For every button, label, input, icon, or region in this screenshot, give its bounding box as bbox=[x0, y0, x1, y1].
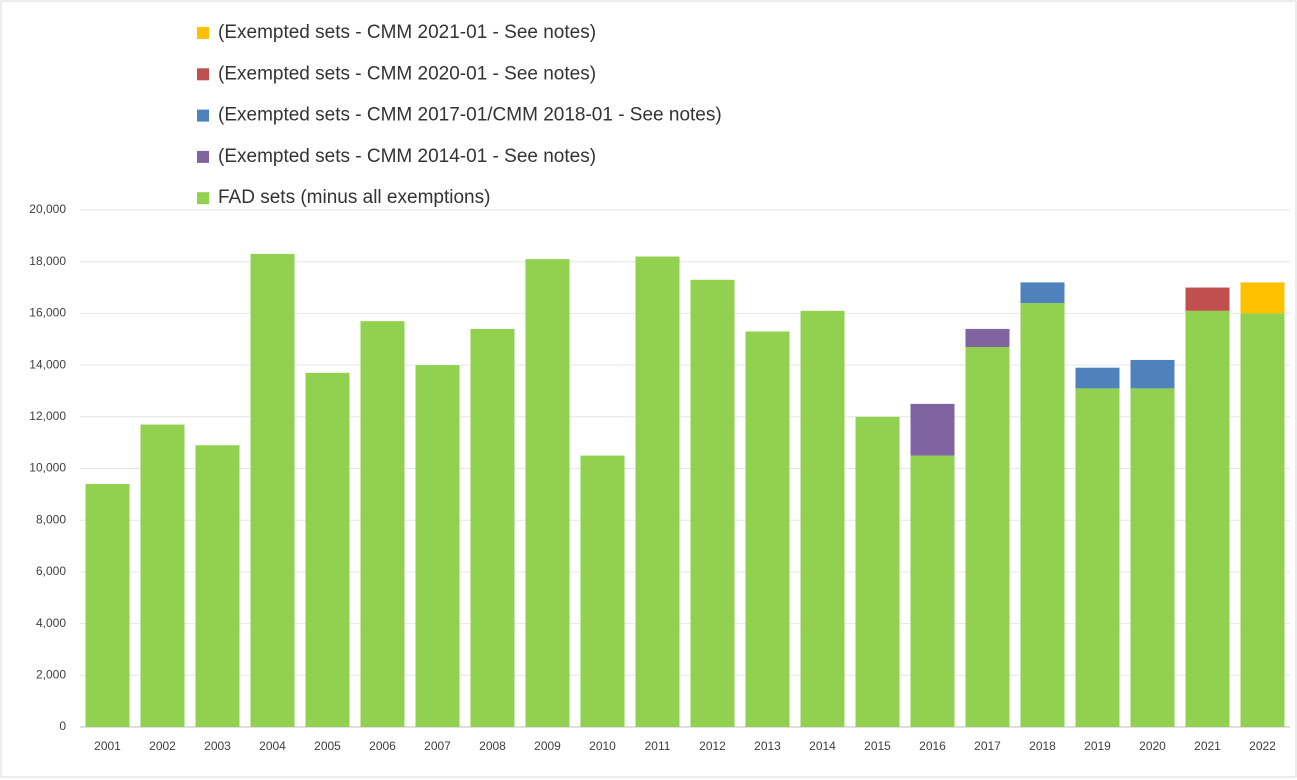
bar-segment bbox=[580, 455, 625, 727]
bar-segment bbox=[910, 455, 955, 727]
bar-segment bbox=[85, 484, 130, 727]
bar-segment bbox=[1240, 282, 1285, 314]
y-tick-label: 14,000 bbox=[29, 357, 66, 371]
legend-swatch bbox=[197, 68, 209, 81]
y-tick-label: 20,000 bbox=[29, 202, 66, 216]
x-tick-label: 2003 bbox=[204, 739, 231, 753]
bar-segment bbox=[1185, 310, 1230, 727]
bar-segment bbox=[525, 259, 570, 727]
y-tick-label: 2,000 bbox=[36, 667, 66, 681]
bar-segment bbox=[1020, 303, 1065, 727]
x-tick-label: 2005 bbox=[314, 739, 341, 753]
bar-segment bbox=[965, 328, 1010, 348]
x-tick-label: 2019 bbox=[1084, 739, 1111, 753]
legend-swatch bbox=[197, 109, 209, 122]
x-tick-label: 2009 bbox=[534, 739, 561, 753]
bar-segment bbox=[195, 445, 240, 727]
legend-swatch bbox=[197, 27, 209, 39]
bar-segment bbox=[360, 321, 405, 727]
x-tick-label: 2018 bbox=[1029, 739, 1056, 753]
y-tick-label: 0 bbox=[59, 719, 66, 733]
bar-segment bbox=[1075, 388, 1120, 727]
bar-segment bbox=[1130, 388, 1175, 727]
x-tick-label: 2001 bbox=[94, 739, 121, 753]
legend-label: (Exempted sets - CMM 2020-01 - See notes… bbox=[218, 63, 596, 84]
bar-segment bbox=[1020, 282, 1065, 304]
x-tick-label: 2008 bbox=[479, 739, 506, 753]
bar-segment bbox=[910, 403, 955, 456]
x-tick-label: 2015 bbox=[864, 739, 891, 753]
y-tick-label: 8,000 bbox=[36, 512, 66, 526]
bar-segment bbox=[1240, 313, 1285, 727]
legend-label: FAD sets (minus all exemptions) bbox=[218, 187, 490, 208]
y-tick-label: 4,000 bbox=[36, 616, 66, 630]
bar-segment bbox=[415, 365, 460, 727]
bar-segment bbox=[1185, 287, 1230, 311]
x-tick-label: 2006 bbox=[369, 739, 396, 753]
bar-segment bbox=[745, 331, 790, 727]
y-tick-label: 16,000 bbox=[29, 306, 66, 320]
bar-segment bbox=[965, 347, 1010, 727]
bar-segment bbox=[1075, 367, 1120, 389]
x-tick-label: 2021 bbox=[1194, 739, 1221, 753]
y-tick-label: 12,000 bbox=[29, 409, 66, 423]
bar-segment bbox=[140, 424, 185, 727]
x-tick-label: 2013 bbox=[754, 739, 781, 753]
x-tick-label: 2004 bbox=[259, 739, 286, 753]
x-tick-label: 2002 bbox=[149, 739, 176, 753]
bar-segment bbox=[305, 372, 350, 727]
x-tick-label: 2010 bbox=[589, 739, 616, 753]
bar-segment bbox=[800, 310, 845, 727]
x-tick-label: 2022 bbox=[1249, 739, 1276, 753]
bar-segment bbox=[470, 328, 515, 727]
legend-label: (Exempted sets - CMM 2021-01 - See notes… bbox=[218, 22, 596, 43]
x-tick-label: 2014 bbox=[809, 739, 836, 753]
y-tick-label: 6,000 bbox=[36, 564, 66, 578]
x-tick-label: 2016 bbox=[919, 739, 946, 753]
x-tick-label: 2012 bbox=[699, 739, 726, 753]
x-tick-label: 2017 bbox=[974, 739, 1001, 753]
legend-label: (Exempted sets - CMM 2014-01 - See notes… bbox=[218, 146, 596, 167]
legend-swatch bbox=[197, 150, 209, 163]
x-tick-label: 2020 bbox=[1139, 739, 1166, 753]
bar-segment bbox=[250, 253, 295, 727]
x-tick-label: 2011 bbox=[645, 739, 671, 753]
bar-segment bbox=[635, 256, 680, 727]
y-tick-label: 10,000 bbox=[29, 461, 66, 475]
y-tick-label: 18,000 bbox=[29, 254, 66, 268]
bar-segment bbox=[1130, 359, 1175, 389]
bar-segment bbox=[690, 279, 735, 727]
x-tick-label: 2007 bbox=[424, 739, 451, 753]
bar-segment bbox=[855, 416, 900, 727]
legend-swatch bbox=[197, 192, 209, 205]
legend-label: (Exempted sets - CMM 2017-01/CMM 2018-01… bbox=[218, 105, 722, 126]
